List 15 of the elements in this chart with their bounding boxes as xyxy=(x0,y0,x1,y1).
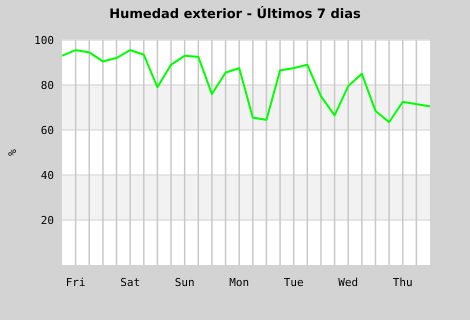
x-tick-label: Tue xyxy=(284,276,304,289)
y-axis-title: % xyxy=(6,148,19,156)
x-tick-label: Thu xyxy=(392,276,413,289)
y-tick-label: 100 xyxy=(34,34,54,47)
y-tick-label: 40 xyxy=(40,168,54,182)
x-tick-label: Fri xyxy=(66,276,86,289)
y-tick-label: 60 xyxy=(40,124,54,137)
x-tick-label: Sun xyxy=(174,276,195,289)
line-series xyxy=(61,49,431,124)
y-tick-label: 80 xyxy=(40,78,54,92)
x-tick-label: Mon xyxy=(229,276,250,289)
x-tick-label: Wed xyxy=(338,276,358,289)
chart-title: Humedad exterior - Últimos 7 dias xyxy=(109,5,362,22)
y-tick-label: 20 xyxy=(40,214,54,227)
x-tick-label: Sat xyxy=(120,276,140,289)
